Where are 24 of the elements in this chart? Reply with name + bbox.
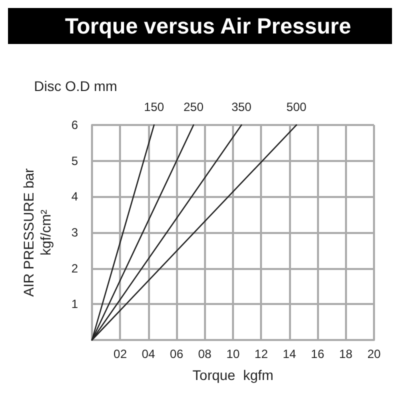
chart-title: Torque versus Air Pressure — [64, 14, 352, 38]
x-tick-label: 20 — [367, 347, 381, 361]
x-tick-label: 06 — [170, 347, 184, 361]
y-tick-label: 2 — [71, 261, 78, 276]
x-tick-label: 10 — [226, 347, 240, 361]
x-tick-label: 08 — [198, 347, 212, 361]
series-label: 350 — [231, 100, 252, 114]
y-tick-label: 6 — [71, 118, 78, 132]
x-tick-label: 14 — [282, 347, 296, 361]
y-tick-label: 3 — [71, 226, 78, 240]
x-tick-label: 02 — [114, 347, 128, 361]
x-tick-label: 04 — [142, 347, 156, 361]
x-tick-label: 18 — [339, 347, 353, 361]
x-axis-title: Torque kgfm — [192, 367, 274, 383]
y-tick-label: 1 — [71, 297, 78, 312]
x-tick-label: 16 — [310, 347, 325, 361]
y-tick-label: 4 — [71, 190, 78, 204]
y-axis-title: AIR PRESSURE bar kgf/cm² — [20, 168, 54, 297]
series-label: 250 — [184, 100, 204, 114]
legend-title: Disc O.D mm — [34, 78, 118, 94]
series-label: 150 — [144, 100, 164, 114]
y-tick-label: 5 — [71, 154, 78, 168]
x-tick-label: 12 — [254, 347, 268, 361]
series-label: 500 — [286, 100, 307, 114]
